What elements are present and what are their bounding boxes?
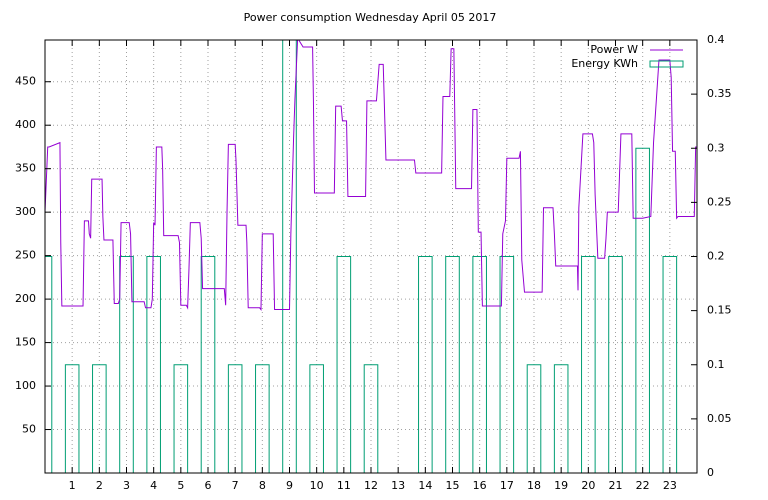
plot-area: [45, 40, 697, 473]
energy-box: [255, 364, 270, 473]
energy-box: [64, 364, 80, 473]
x-tick-label: 20: [581, 479, 595, 492]
x-tick-label: 21: [609, 479, 623, 492]
energy-box: [309, 364, 324, 473]
x-tick-label: 1: [69, 479, 76, 492]
energy-box: [499, 256, 515, 473]
energy-box: [445, 256, 460, 473]
energy-box: [92, 364, 107, 473]
energy-box: [472, 256, 487, 473]
energy-box: [418, 256, 433, 473]
x-tick-label: 3: [123, 479, 130, 492]
x-tick-label: 15: [446, 479, 460, 492]
energy-box: [146, 256, 161, 473]
x-tick-label: 6: [205, 479, 212, 492]
energy-box: [119, 256, 134, 473]
grid: [45, 40, 697, 473]
legend-label: Power W: [590, 43, 638, 56]
x-tick-label: 18: [527, 479, 541, 492]
legend-swatch: [649, 60, 684, 68]
y-tick-label: 100: [15, 379, 36, 392]
energy-box: [200, 256, 216, 473]
x-tick-label: 16: [473, 479, 487, 492]
y2-tick-label: 0.4: [707, 33, 725, 46]
y2-tick-label: 0.2: [707, 250, 725, 263]
x-tick-label: 10: [310, 479, 324, 492]
x-tick-label: 19: [554, 479, 568, 492]
x-tick-label: 4: [150, 479, 157, 492]
y-tick-label: 50: [22, 423, 36, 436]
x-tick-label: 14: [418, 479, 432, 492]
x-tick-label: 23: [663, 479, 677, 492]
y-tick-label: 400: [15, 118, 36, 131]
y-tick-label: 300: [15, 205, 36, 218]
chart-title: Power consumption Wednesday April 05 201…: [244, 11, 497, 24]
energy-box: [608, 256, 623, 473]
power-line: [45, 40, 697, 311]
energy-box: [173, 364, 189, 473]
energy-box: [227, 364, 243, 473]
energy-box: [526, 364, 542, 473]
y2-tick-label: 0.1: [707, 358, 725, 371]
x-tick-label: 12: [364, 479, 378, 492]
energy-box: [336, 256, 352, 473]
y-tick-label: 350: [15, 162, 36, 175]
energy-box: [581, 256, 596, 473]
x-tick-label: 7: [232, 479, 239, 492]
x-tick-label: 13: [391, 479, 405, 492]
y-tick-label: 450: [15, 75, 36, 88]
y2-tick-label: 0.35: [707, 87, 732, 100]
y2-tick-label: 0.3: [707, 141, 725, 154]
y2-tick-label: 0.25: [707, 195, 732, 208]
y2-tick-label: 0.05: [707, 412, 732, 425]
y2-tick-label: 0: [707, 466, 714, 479]
y-tick-label: 200: [15, 292, 36, 305]
energy-box: [635, 147, 650, 473]
x-tick-label: 5: [177, 479, 184, 492]
y2-tick-label: 0.15: [707, 304, 732, 317]
energy-box: [45, 256, 53, 473]
x-tick-label: 2: [96, 479, 103, 492]
x-tick-label: 9: [286, 479, 293, 492]
y-tick-label: 150: [15, 336, 36, 349]
energy-box: [553, 364, 569, 473]
x-tick-label: 8: [259, 479, 266, 492]
energy-box: [282, 40, 297, 473]
energy-box: [662, 256, 678, 473]
x-tick-label: 11: [337, 479, 351, 492]
x-tick-label: 22: [636, 479, 650, 492]
legend-label: Energy KWh: [571, 57, 638, 70]
y-tick-label: 250: [15, 249, 36, 262]
energy-box: [363, 364, 379, 473]
x-tick-label: 17: [500, 479, 514, 492]
